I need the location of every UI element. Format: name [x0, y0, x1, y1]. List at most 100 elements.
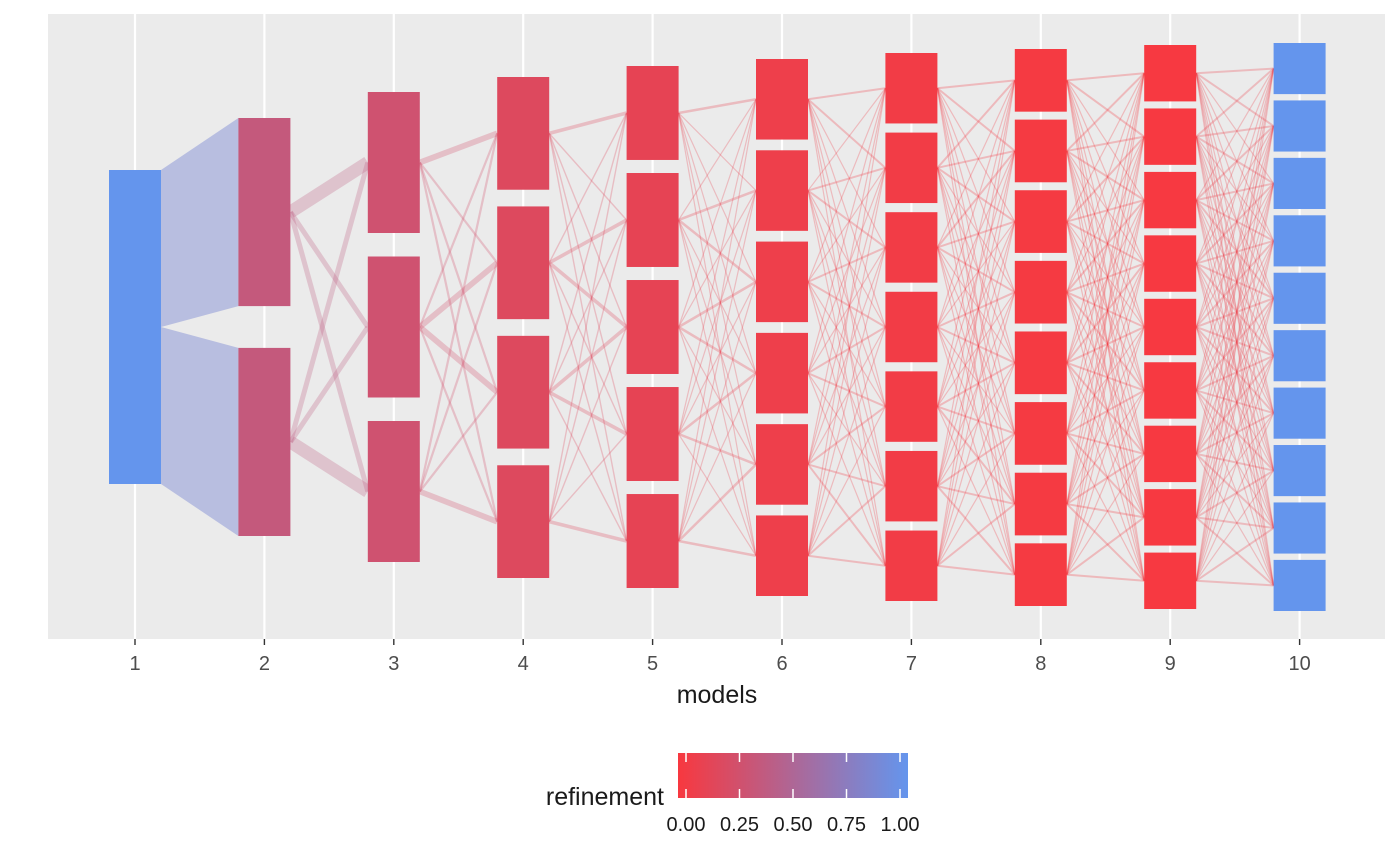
flow-band — [807, 463, 886, 488]
flow-band — [1066, 73, 1145, 575]
flow-band — [548, 391, 628, 542]
flow-band — [548, 326, 628, 522]
cluster-node — [885, 132, 938, 204]
flow-band — [1066, 516, 1145, 576]
flow-band — [1195, 183, 1275, 518]
x-axis: 1 2 3 4 5 6 7 8 9 10 — [129, 639, 1311, 675]
flow-band — [678, 112, 757, 465]
flow-band — [807, 281, 886, 487]
flow-band — [161, 327, 239, 536]
flow-band — [807, 190, 886, 328]
cluster-node — [1144, 552, 1197, 609]
flow-band — [1066, 136, 1145, 505]
x-tick-label: 8 — [1035, 653, 1046, 675]
cluster-node — [367, 421, 420, 562]
flow-band — [1195, 240, 1275, 581]
flow-band — [548, 261, 628, 329]
flow-band — [1066, 150, 1145, 581]
flow-band — [1066, 73, 1145, 434]
flow-band — [1195, 136, 1275, 414]
cluster-node — [885, 291, 938, 363]
flow-band — [807, 88, 886, 283]
flow-band — [1195, 183, 1275, 391]
flow-band — [936, 87, 1016, 152]
flow-band — [936, 150, 1016, 566]
flow-band — [936, 291, 1016, 328]
flow-band — [288, 325, 370, 444]
flow-band — [1066, 263, 1145, 575]
flow-band — [807, 88, 886, 374]
flow-band — [1066, 573, 1145, 582]
flow-band — [1066, 72, 1145, 222]
flow-band — [1195, 125, 1275, 201]
flow-band — [1066, 150, 1145, 391]
flow-band — [1066, 80, 1145, 328]
flow-band — [1066, 150, 1145, 201]
flow-band — [1066, 136, 1145, 434]
flow-band — [936, 167, 1016, 575]
legend-tick-label: 0.25 — [720, 814, 759, 836]
flow-band — [418, 488, 499, 525]
flow-band — [1195, 412, 1275, 582]
flow-band — [1066, 135, 1145, 152]
flow-band — [1195, 136, 1275, 242]
cluster-node — [1014, 472, 1067, 536]
flow-band — [418, 161, 499, 264]
cluster-node — [1273, 502, 1326, 554]
flow-band — [677, 372, 757, 436]
flow-band — [1066, 80, 1145, 518]
flow-band — [1066, 150, 1145, 455]
flow-band — [1195, 326, 1275, 529]
flow-band — [1195, 263, 1275, 471]
flow-band — [418, 162, 499, 393]
flow-band — [1195, 298, 1275, 581]
legend-ticks: 0.00 0.25 0.50 0.75 1.00 — [667, 753, 919, 836]
flow-band — [936, 88, 1016, 505]
flow-band — [1066, 362, 1145, 582]
cluster-node — [1014, 543, 1067, 606]
flow-band — [807, 87, 886, 101]
flow-band — [1066, 221, 1145, 518]
flow-band — [678, 219, 757, 465]
cluster-nodes — [109, 43, 1326, 611]
flow-band — [936, 150, 1016, 249]
flow-band — [548, 218, 628, 265]
flow-band — [1066, 72, 1145, 152]
flow-band — [1195, 240, 1275, 455]
cluster-node — [885, 212, 938, 283]
flow-band — [678, 112, 757, 283]
flow-band — [1195, 262, 1275, 357]
flow-band — [677, 463, 757, 542]
flow-band — [936, 167, 1016, 364]
flow-band — [1066, 390, 1145, 575]
flow-band — [936, 167, 1016, 434]
flow-band — [1195, 125, 1275, 328]
flow-band — [1066, 80, 1145, 391]
flow-band — [936, 221, 1016, 407]
flow-band — [1195, 326, 1274, 357]
flow-band — [807, 167, 886, 556]
flow-band — [1066, 199, 1145, 575]
flow-band — [936, 326, 1016, 434]
x-tick-label: 1 — [129, 653, 140, 675]
flow-band — [548, 112, 628, 393]
cluster-node — [1014, 402, 1067, 465]
cluster-node — [367, 256, 420, 398]
legend-tick-label: 0.50 — [774, 814, 813, 836]
flow-band — [548, 219, 628, 522]
flow-band — [678, 112, 757, 191]
flow-band — [287, 211, 371, 493]
flow-band — [678, 99, 757, 542]
cluster-node — [238, 118, 291, 307]
flow-band — [1196, 125, 1274, 138]
flow-band — [548, 133, 628, 542]
flow-band — [1195, 199, 1275, 242]
cluster-node — [756, 59, 808, 140]
flow-band — [936, 80, 1016, 407]
flow-band — [1195, 389, 1274, 415]
cluster-node — [1014, 331, 1067, 395]
flow-band — [807, 463, 887, 567]
flow-band — [1066, 136, 1145, 293]
flow-band — [1066, 150, 1145, 328]
flow-band — [1195, 412, 1275, 518]
